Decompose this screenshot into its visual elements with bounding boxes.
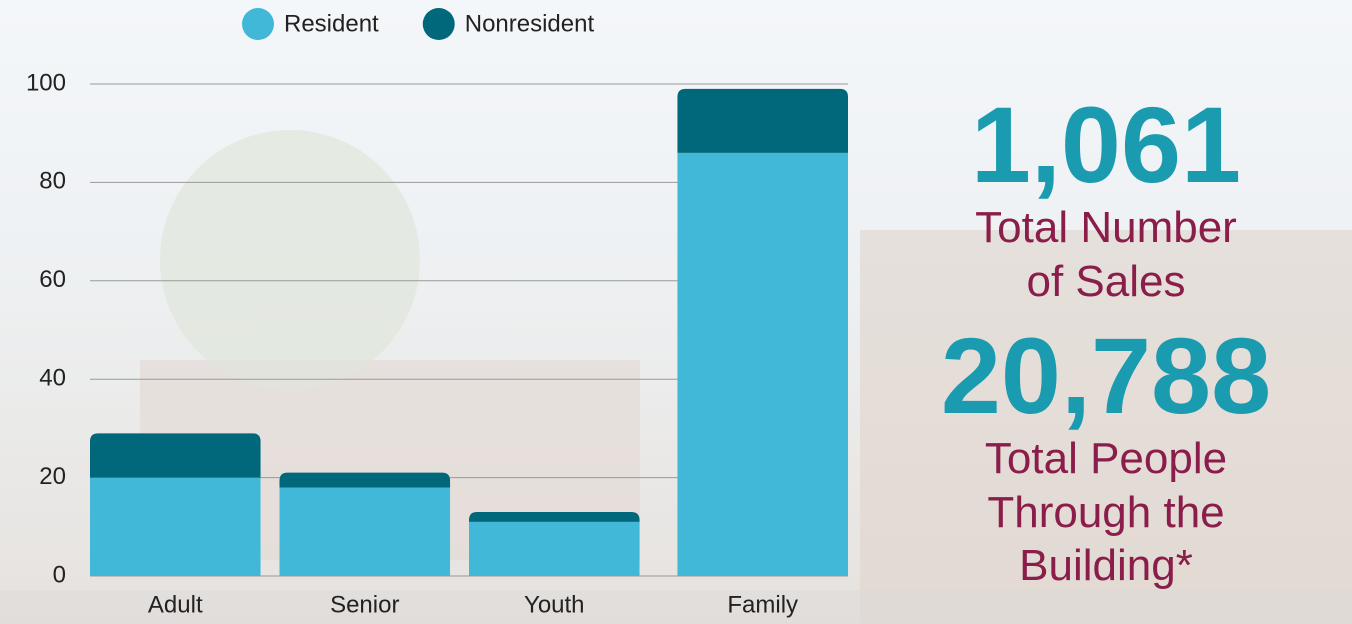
y-tick-label: 60 bbox=[39, 266, 66, 293]
legend-swatch bbox=[242, 8, 274, 40]
bar-segment bbox=[677, 153, 848, 576]
stat-value: 1,061 bbox=[860, 88, 1352, 201]
y-tick-label: 100 bbox=[26, 69, 66, 96]
legend-label: Nonresident bbox=[465, 10, 595, 37]
y-tick-label: 0 bbox=[53, 561, 66, 588]
stat-label: Total Number of Sales bbox=[956, 201, 1256, 308]
x-tick-label: Youth bbox=[524, 591, 585, 618]
y-tick-label: 20 bbox=[39, 463, 66, 490]
bar-segment bbox=[677, 89, 848, 153]
x-tick-label: Family bbox=[727, 591, 798, 618]
chart: 0 20 40 60 80 100 Resident Nonresident Adult Seni… bbox=[0, 0, 860, 624]
stat-value: 20,788 bbox=[860, 319, 1352, 432]
legend-swatch bbox=[423, 8, 455, 40]
bar-segment bbox=[280, 487, 451, 576]
bar-segment bbox=[90, 478, 261, 576]
legend-label: Resident bbox=[284, 10, 379, 37]
bar-segment bbox=[469, 522, 640, 576]
bar-segment bbox=[469, 512, 640, 522]
y-tick-label: 40 bbox=[39, 365, 66, 392]
stat-label: Total People Through the Building* bbox=[926, 432, 1286, 593]
bar-segment bbox=[90, 433, 261, 477]
x-tick-label: Senior bbox=[330, 591, 399, 618]
stats-panel: 1,061 Total Number of Sales 20,788 Total… bbox=[860, 88, 1352, 593]
x-tick-label: Adult bbox=[148, 591, 203, 618]
bar-segment bbox=[280, 473, 451, 488]
page: 0 20 40 60 80 100 Resident Nonresident Adult Seni… bbox=[0, 0, 1352, 624]
y-tick-label: 80 bbox=[39, 168, 66, 195]
